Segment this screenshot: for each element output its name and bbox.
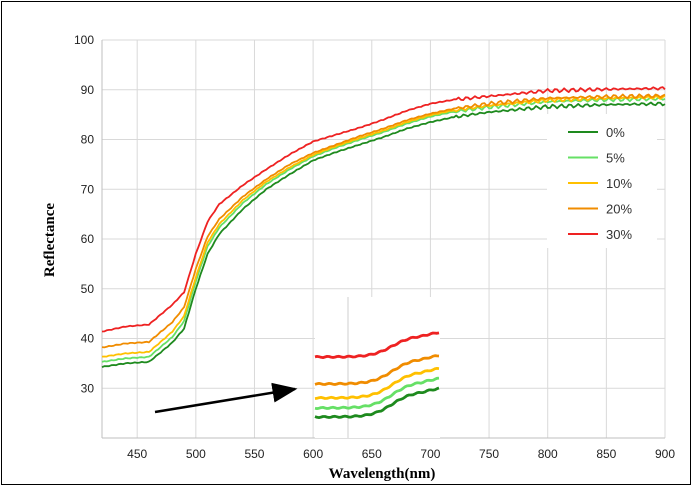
x-tick-label: 450: [127, 447, 147, 461]
x-tick-label: 800: [538, 447, 558, 461]
series-line: [101, 101, 666, 369]
inset-background: [315, 297, 440, 438]
legend-label: 20%: [606, 202, 632, 217]
legend-label: 30%: [606, 227, 632, 242]
legend-label: 5%: [606, 151, 625, 166]
inset-series-line: [314, 366, 440, 400]
inset-series-line: [314, 331, 440, 360]
y-tick-label: 30: [81, 381, 95, 395]
y-tick-label: 40: [81, 332, 95, 346]
legend-label: 10%: [606, 176, 632, 191]
series-layer: [101, 86, 666, 369]
y-tick-label: 70: [81, 182, 95, 196]
x-tick-label: 850: [596, 447, 616, 461]
x-tick-label: 900: [655, 447, 675, 461]
x-tick-label: 700: [420, 447, 440, 461]
inset-series-line: [314, 354, 440, 386]
x-tick-label: 550: [244, 447, 264, 461]
axes: 30 40 50 60 70 80 90 100 450 500 550 600 650 700 750 80…: [74, 33, 675, 461]
x-tick-label: 750: [479, 447, 499, 461]
series-line: [101, 94, 666, 358]
inset-series-line: [314, 376, 440, 411]
legend: 0% 5% 10% 20% 30%: [547, 114, 657, 248]
y-tick-label: 80: [81, 133, 95, 147]
y-tick-label: 100: [74, 33, 94, 47]
y-tick-label: 50: [81, 282, 95, 296]
y-axis-title: Reflectance: [42, 203, 58, 277]
series-line: [101, 93, 666, 349]
inset-zoom: [314, 297, 440, 438]
legend-background: [547, 114, 657, 248]
series-line: [101, 86, 666, 333]
inset-pointer-arrow: [154, 382, 298, 414]
inset-series-line: [314, 386, 440, 420]
y-tick-label: 90: [81, 83, 95, 97]
x-tick-label: 650: [362, 447, 382, 461]
x-axis-title: Wavelength(nm): [329, 466, 436, 482]
x-tick-label: 500: [186, 447, 206, 461]
y-tick-label: 60: [81, 232, 95, 246]
x-tick-label: 600: [303, 447, 323, 461]
legend-label: 0%: [606, 125, 625, 140]
